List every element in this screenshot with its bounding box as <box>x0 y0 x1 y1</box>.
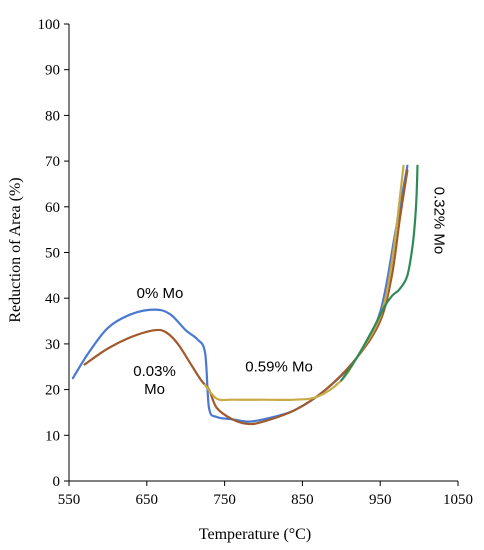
y-axis-title: Reduction of Area (%) <box>7 177 24 322</box>
x-tick-label: 650 <box>136 492 159 508</box>
y-tick-label: 0 <box>53 474 61 490</box>
axes: 0 10 20 30 40 50 60 70 80 90 100 550 650 750 850 950 105… <box>38 17 474 508</box>
x-axis-title: Temperature (°C) <box>199 526 311 543</box>
series-line-0-59-mo-mo <box>204 164 405 402</box>
series-annotation: 0% Mo <box>137 285 184 302</box>
series-layer <box>71 164 419 426</box>
annotations-layer: 0% Mo 0.03%Mo 0.59% Mo 0.32% Mo <box>133 187 447 398</box>
series-annotation: 0.32% Mo <box>431 187 448 255</box>
x-tick-label: 750 <box>213 492 236 508</box>
y-tick-label: 30 <box>45 337 60 353</box>
y-tick-label: 80 <box>45 108 60 124</box>
x-tick-label: 850 <box>291 492 314 508</box>
series-line-0-32-mo-mo <box>340 164 419 382</box>
x-tick-label: 1050 <box>443 492 473 508</box>
x-tick-label: 550 <box>58 492 81 508</box>
series-annotation: 0.59% Mo <box>245 358 313 375</box>
y-tick-label: 10 <box>45 428 60 444</box>
y-tick-label: 20 <box>45 383 60 399</box>
y-tick-label: 100 <box>38 17 61 33</box>
series-annotation: 0.03% <box>133 363 176 380</box>
y-tick-label: 90 <box>45 63 60 79</box>
series-line-0-mo-mo <box>71 164 409 423</box>
y-tick-label: 70 <box>45 154 60 170</box>
y-tick-label: 50 <box>45 246 60 262</box>
series-annotation: Mo <box>144 381 165 398</box>
series-line-0-03-mo-mo <box>83 169 409 426</box>
y-tick-label: 40 <box>45 291 60 307</box>
x-tick-label: 950 <box>369 492 392 508</box>
y-tick-label: 60 <box>45 200 60 216</box>
